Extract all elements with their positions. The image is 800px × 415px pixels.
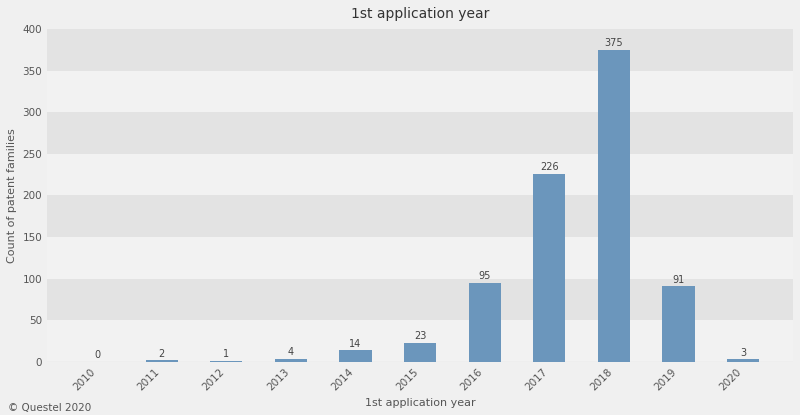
Bar — [339, 350, 372, 362]
Bar — [146, 360, 178, 362]
Bar — [727, 359, 759, 362]
Bar — [47, 195, 793, 237]
Text: 3: 3 — [740, 348, 746, 358]
Bar — [469, 283, 501, 362]
Text: 23: 23 — [414, 331, 426, 341]
Text: 0: 0 — [94, 350, 100, 360]
Bar — [274, 359, 307, 362]
Y-axis label: Count of patent families: Count of patent families — [7, 128, 17, 263]
Text: 14: 14 — [350, 339, 362, 349]
Title: 1st application year: 1st application year — [351, 7, 490, 21]
Text: © Questel 2020: © Questel 2020 — [8, 403, 91, 413]
Text: 375: 375 — [605, 38, 623, 48]
Bar — [662, 286, 694, 362]
Text: 4: 4 — [288, 347, 294, 357]
Bar — [47, 71, 793, 112]
Bar — [533, 174, 566, 362]
Bar — [47, 29, 793, 71]
Bar — [47, 279, 793, 320]
Bar — [47, 237, 793, 279]
Text: 2: 2 — [158, 349, 165, 359]
Bar — [210, 361, 242, 362]
Text: 95: 95 — [478, 271, 491, 281]
Bar — [404, 343, 436, 362]
Text: 91: 91 — [672, 275, 685, 285]
Text: 226: 226 — [540, 162, 558, 172]
Text: 1: 1 — [223, 349, 230, 359]
Bar — [47, 154, 793, 195]
X-axis label: 1st application year: 1st application year — [365, 398, 475, 408]
Bar — [598, 50, 630, 362]
Bar — [47, 112, 793, 154]
Bar — [47, 320, 793, 362]
